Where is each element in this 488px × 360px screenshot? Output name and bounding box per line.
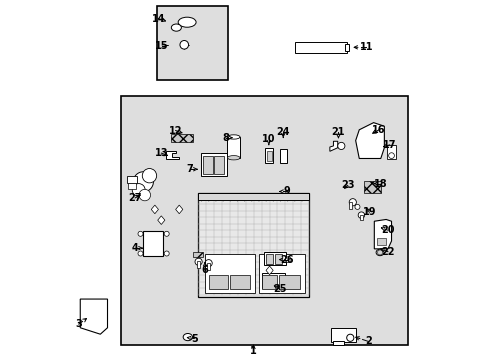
Circle shape (195, 258, 202, 265)
Text: 22: 22 (381, 247, 394, 257)
Text: 6: 6 (201, 265, 208, 275)
Bar (208, 275, 228, 289)
Text: 14: 14 (151, 14, 165, 24)
Circle shape (132, 184, 145, 197)
Bar (171, 134, 192, 142)
Circle shape (377, 250, 382, 255)
Text: 27: 27 (128, 193, 142, 203)
Bar (156, 6, 228, 80)
Circle shape (204, 260, 212, 267)
Circle shape (164, 231, 169, 236)
Bar (344, 44, 348, 51)
Bar (265, 148, 273, 163)
Text: 5: 5 (190, 333, 197, 343)
Polygon shape (373, 220, 391, 249)
Bar (264, 252, 285, 265)
Circle shape (354, 204, 359, 210)
Bar (294, 42, 346, 53)
Ellipse shape (227, 135, 240, 139)
Bar (214, 156, 224, 174)
Bar (359, 215, 362, 220)
Text: 13: 13 (154, 148, 168, 158)
Circle shape (180, 41, 188, 49)
Text: 8: 8 (222, 133, 229, 143)
Polygon shape (329, 141, 337, 151)
Text: 17: 17 (382, 140, 396, 150)
Polygon shape (151, 205, 158, 214)
Circle shape (285, 257, 290, 262)
Polygon shape (355, 123, 384, 158)
Bar (198, 193, 308, 200)
Bar (192, 252, 202, 257)
Polygon shape (80, 299, 107, 334)
Circle shape (138, 251, 142, 256)
Bar (128, 183, 136, 189)
Circle shape (348, 199, 356, 206)
Bar (201, 153, 226, 176)
Bar (280, 149, 286, 163)
Bar (348, 202, 351, 209)
Circle shape (337, 142, 344, 149)
Text: 7: 7 (186, 164, 193, 174)
Text: 23: 23 (340, 180, 354, 190)
Text: 2: 2 (364, 336, 371, 346)
Bar (386, 145, 395, 159)
Text: 15: 15 (155, 41, 168, 50)
Ellipse shape (375, 249, 383, 256)
Circle shape (139, 189, 150, 201)
Circle shape (138, 231, 142, 236)
Text: 9: 9 (283, 186, 289, 197)
Text: 20: 20 (381, 225, 394, 235)
Bar (363, 181, 380, 193)
Bar (198, 193, 308, 297)
Text: 18: 18 (373, 179, 387, 189)
Bar (261, 273, 285, 288)
Polygon shape (175, 205, 183, 214)
Ellipse shape (171, 24, 181, 31)
Bar (227, 137, 239, 158)
Polygon shape (166, 151, 179, 159)
Bar (266, 150, 271, 161)
Text: 16: 16 (371, 125, 385, 135)
Ellipse shape (183, 333, 192, 341)
Bar (265, 254, 273, 264)
Bar (262, 275, 276, 289)
Text: 3: 3 (75, 319, 82, 329)
Text: 10: 10 (262, 134, 275, 144)
Bar (143, 231, 163, 256)
Circle shape (346, 334, 353, 341)
Text: 11: 11 (359, 42, 372, 52)
Bar (121, 96, 407, 345)
Bar (197, 261, 200, 268)
Text: 19: 19 (362, 207, 375, 217)
Polygon shape (158, 216, 164, 225)
Circle shape (388, 153, 394, 158)
Circle shape (142, 168, 156, 183)
Text: 1: 1 (249, 346, 256, 356)
Bar (258, 253, 305, 293)
Text: 25: 25 (272, 284, 286, 294)
Bar (330, 328, 355, 342)
Text: 26: 26 (280, 255, 293, 265)
Ellipse shape (178, 17, 196, 27)
Bar (376, 238, 386, 245)
Bar (203, 156, 213, 174)
Polygon shape (265, 266, 273, 275)
Circle shape (357, 212, 364, 219)
Bar (204, 253, 255, 293)
Text: 4: 4 (131, 243, 138, 253)
Bar (278, 275, 300, 289)
Bar (230, 275, 249, 289)
Circle shape (164, 251, 169, 256)
Text: 21: 21 (331, 127, 345, 136)
Ellipse shape (227, 156, 240, 160)
Text: 24: 24 (276, 127, 289, 136)
Bar (126, 176, 137, 183)
Bar (333, 341, 344, 345)
Text: 12: 12 (168, 126, 182, 135)
Bar (274, 254, 282, 264)
Circle shape (133, 172, 153, 192)
Bar (207, 263, 210, 270)
